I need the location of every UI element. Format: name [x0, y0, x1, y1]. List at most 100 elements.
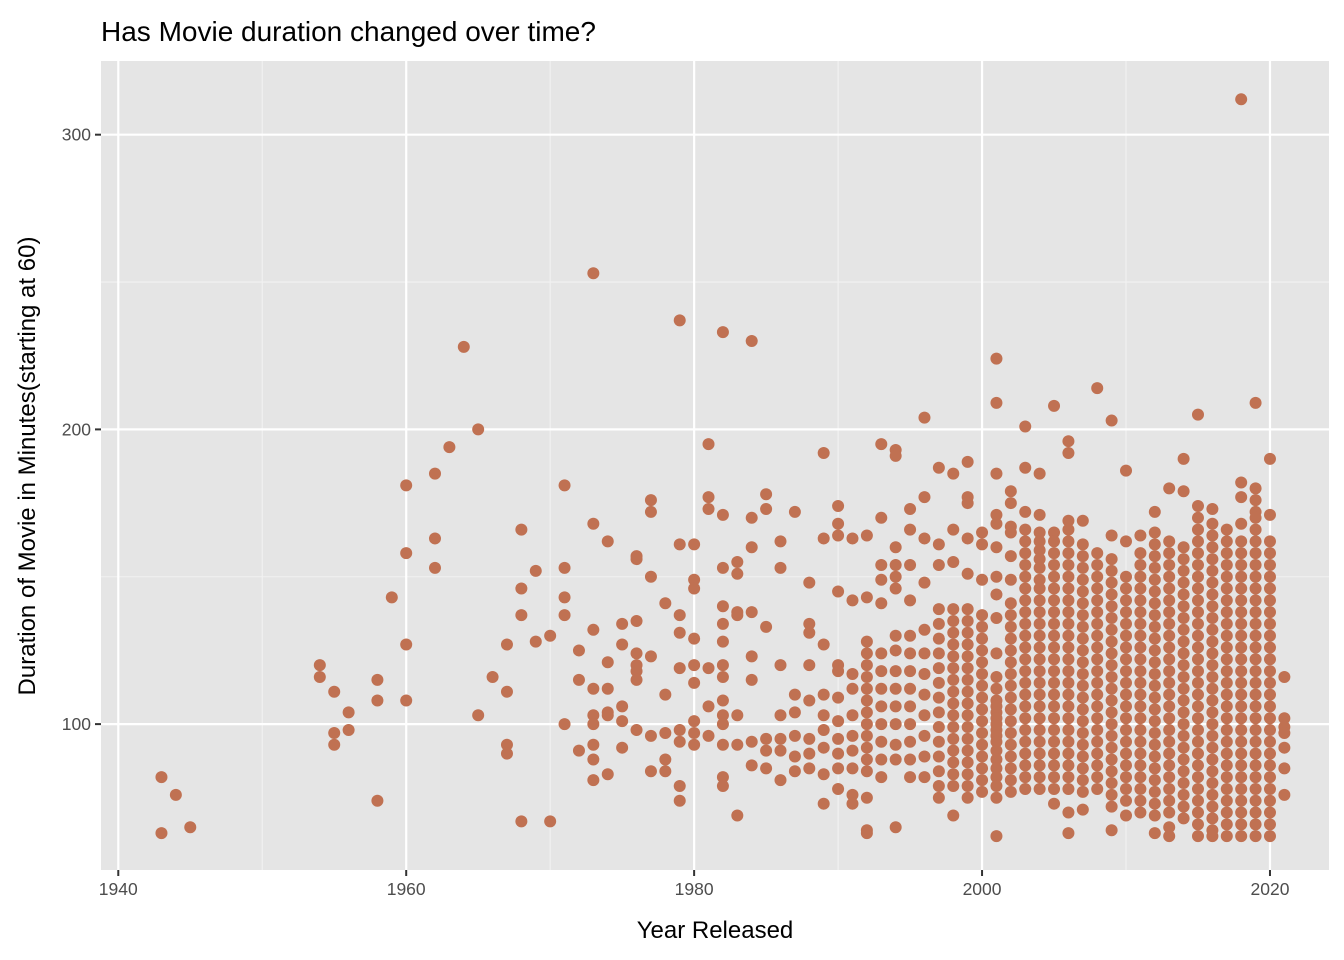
data-point: [1163, 629, 1176, 642]
data-point: [803, 617, 816, 630]
data-point: [904, 629, 917, 642]
data-point: [1048, 570, 1061, 583]
data-point: [1263, 547, 1276, 560]
data-point: [1091, 665, 1104, 678]
data-point: [1004, 679, 1017, 692]
data-point: [1206, 564, 1219, 577]
data-point: [1220, 606, 1233, 619]
data-point: [961, 497, 974, 510]
data-point: [1206, 502, 1219, 515]
data-point: [1048, 617, 1061, 630]
data-point: [702, 438, 715, 451]
data-point: [947, 626, 960, 639]
data-point: [947, 685, 960, 698]
data-point: [961, 697, 974, 710]
data-point: [990, 791, 1003, 804]
data-point: [1019, 747, 1032, 760]
data-point: [1019, 461, 1032, 474]
data-point: [1220, 665, 1233, 678]
data-point: [1177, 706, 1190, 719]
data-point: [976, 715, 989, 728]
x-tick-label: 1940: [99, 879, 138, 899]
data-point: [1177, 788, 1190, 801]
data-point: [1148, 609, 1161, 622]
data-point: [716, 709, 729, 722]
data-point: [961, 567, 974, 580]
data-point: [1062, 606, 1075, 619]
data-point: [1263, 641, 1276, 654]
data-point: [1263, 782, 1276, 795]
data-point: [716, 738, 729, 751]
data-point: [1263, 508, 1276, 521]
data-point: [1163, 688, 1176, 701]
data-point: [1004, 609, 1017, 622]
data-point: [1191, 806, 1204, 819]
data-point: [1019, 420, 1032, 433]
data-point: [1120, 724, 1133, 737]
data-point: [961, 768, 974, 781]
data-point: [1163, 665, 1176, 678]
data-point: [1191, 500, 1204, 513]
data-point: [889, 558, 902, 571]
data-point: [1191, 700, 1204, 713]
data-point: [616, 700, 629, 713]
data-point: [1206, 812, 1219, 825]
data-point: [1249, 782, 1262, 795]
data-point: [659, 726, 672, 739]
data-point: [932, 676, 945, 689]
data-point: [904, 665, 917, 678]
data-point: [1220, 629, 1233, 642]
data-point: [1019, 606, 1032, 619]
plot-panel: [101, 61, 1329, 870]
data-point: [587, 774, 600, 787]
data-point: [1163, 558, 1176, 571]
data-point: [904, 558, 917, 571]
data-point: [846, 668, 859, 681]
data-point: [1235, 676, 1248, 689]
data-point: [644, 729, 657, 742]
data-point: [486, 670, 499, 683]
data-point: [976, 750, 989, 763]
data-point: [1263, 558, 1276, 571]
data-point: [961, 603, 974, 616]
data-point: [1148, 797, 1161, 810]
data-point: [731, 738, 744, 751]
data-point: [1062, 653, 1075, 666]
data-point: [1062, 570, 1075, 583]
data-point: [875, 558, 888, 571]
data-point: [803, 626, 816, 639]
data-point: [1004, 762, 1017, 775]
data-point: [1048, 782, 1061, 795]
data-point: [716, 718, 729, 731]
data-point: [1191, 830, 1204, 843]
data-point: [673, 724, 686, 737]
data-point: [1076, 620, 1089, 633]
data-point: [1062, 747, 1075, 760]
data-point: [1191, 408, 1204, 421]
data-point: [1148, 827, 1161, 840]
data-point: [947, 673, 960, 686]
data-point: [616, 638, 629, 651]
data-point: [371, 694, 384, 707]
data-point: [1191, 735, 1204, 748]
data-point: [904, 735, 917, 748]
data-point: [1048, 558, 1061, 571]
data-point: [976, 679, 989, 692]
data-point: [716, 600, 729, 613]
data-point: [1163, 570, 1176, 583]
data-point: [976, 738, 989, 751]
data-point: [1249, 794, 1262, 807]
data-point: [1191, 511, 1204, 524]
data-point: [745, 673, 758, 686]
data-point: [673, 538, 686, 551]
data-point: [1105, 647, 1118, 660]
data-point: [976, 774, 989, 787]
data-point: [1249, 665, 1262, 678]
data-point: [1076, 597, 1089, 610]
data-point: [1163, 830, 1176, 843]
y-tick-label: 200: [62, 419, 91, 439]
data-point: [1105, 753, 1118, 766]
data-point: [1191, 523, 1204, 536]
data-point: [1191, 582, 1204, 595]
data-point: [990, 517, 1003, 530]
